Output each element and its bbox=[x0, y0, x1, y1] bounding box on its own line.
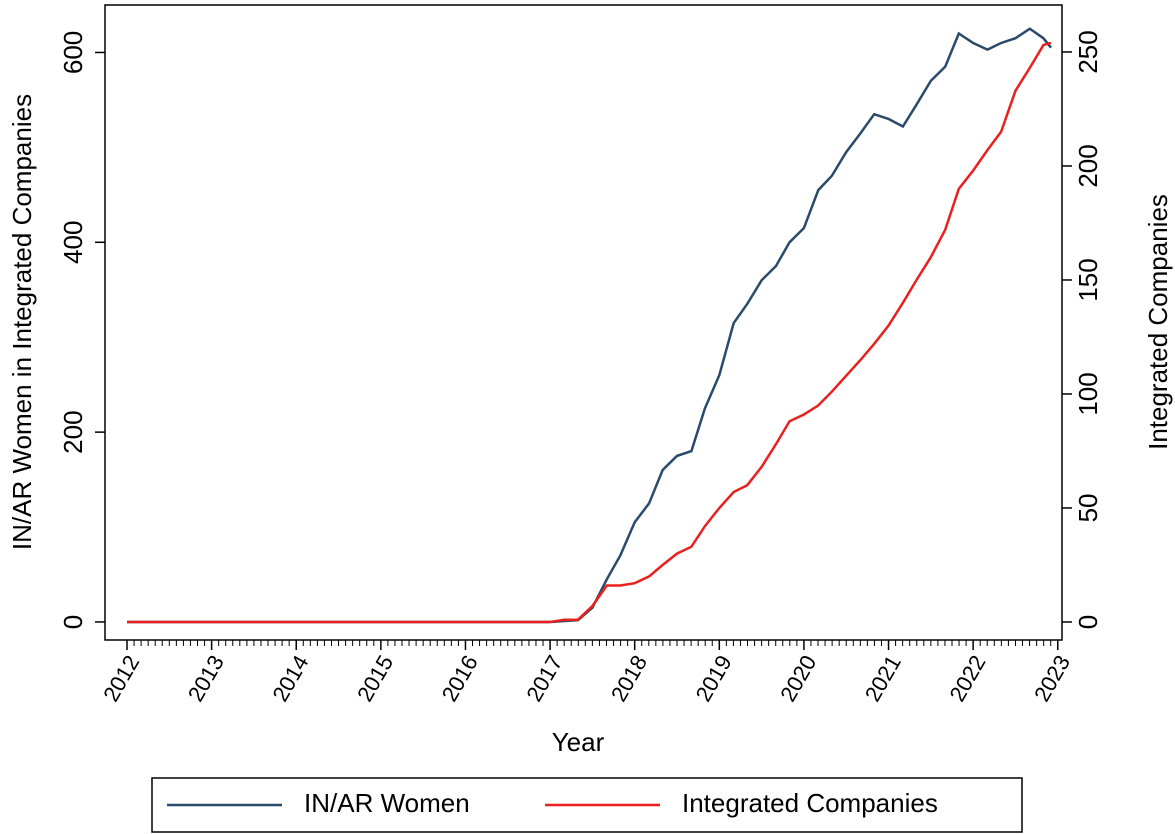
x-tick-label: 2016 bbox=[437, 651, 483, 706]
series-line bbox=[127, 27, 1052, 624]
y2-axis-label: Integrated Companies bbox=[1143, 194, 1173, 450]
x-tick-label: 2019 bbox=[691, 651, 737, 706]
y2-tick-label: 100 bbox=[1073, 372, 1103, 415]
x-tick-label: 2014 bbox=[267, 651, 313, 706]
plot-area bbox=[104, 4, 1063, 641]
x-tick-label: 2018 bbox=[606, 651, 652, 706]
legend-box bbox=[151, 777, 1023, 833]
y-tick-label: 600 bbox=[58, 31, 88, 74]
x-tick-label: 2021 bbox=[860, 651, 906, 706]
y2-tick-label: 200 bbox=[1073, 144, 1103, 187]
x-tick-label: 2013 bbox=[183, 651, 229, 706]
x-tick-label: 2017 bbox=[521, 651, 567, 706]
x-tick-label: 2022 bbox=[944, 651, 990, 706]
x-tick-label: 2020 bbox=[775, 651, 821, 706]
series-line bbox=[127, 41, 1052, 624]
y2-tick-label: 50 bbox=[1073, 494, 1103, 523]
y-axis-label: IN/AR Women in Integrated Companies bbox=[7, 94, 37, 550]
legend-label: IN/AR Women bbox=[304, 788, 470, 818]
y2-tick-label: 0 bbox=[1073, 615, 1103, 629]
y2-tick-label: 250 bbox=[1073, 30, 1103, 73]
x-tick-label: 2012 bbox=[98, 651, 144, 706]
y2-tick-label: 150 bbox=[1073, 258, 1103, 301]
y-tick-label: 400 bbox=[58, 221, 88, 264]
y-tick-label: 200 bbox=[58, 410, 88, 453]
x-axis-label: Year bbox=[552, 727, 605, 757]
x-tick-label: 2023 bbox=[1029, 651, 1075, 706]
x-tick-label: 2015 bbox=[352, 651, 398, 706]
y-tick-label: 0 bbox=[58, 615, 88, 629]
legend-label: Integrated Companies bbox=[682, 788, 938, 818]
